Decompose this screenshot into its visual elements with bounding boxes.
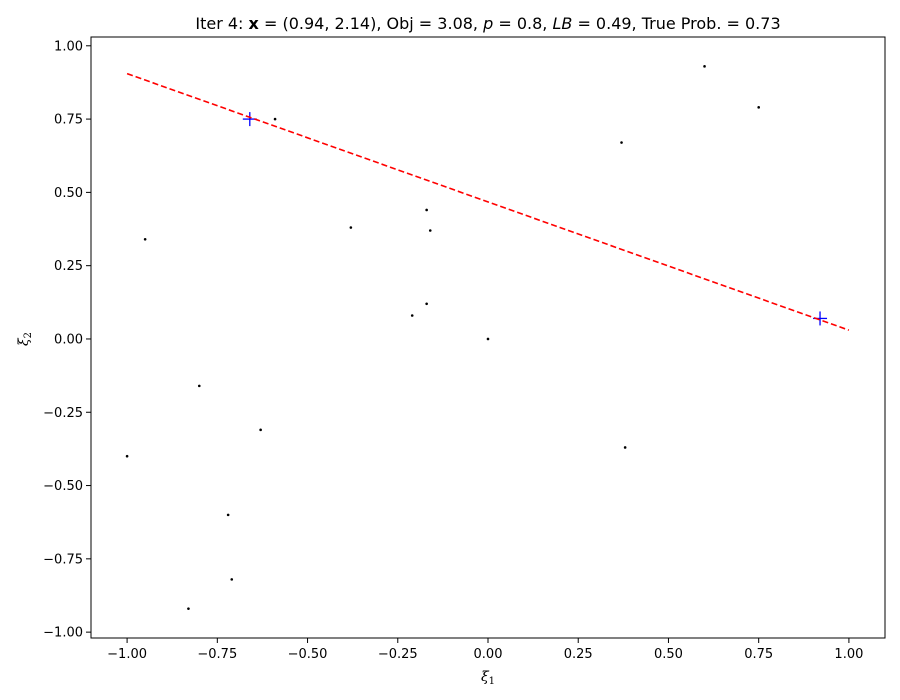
x-tick-label: −0.75 bbox=[197, 647, 237, 662]
y-tick-label: −0.50 bbox=[43, 479, 83, 494]
x-tick-label: −0.25 bbox=[378, 647, 418, 662]
x-tick-label: 0.75 bbox=[744, 647, 773, 662]
y-tick-label: 0.25 bbox=[54, 259, 83, 274]
scatter-point bbox=[230, 578, 234, 581]
scatter-point bbox=[125, 454, 129, 458]
x-tick-label: 0.25 bbox=[564, 647, 593, 662]
x-tick-label: 0.50 bbox=[654, 647, 683, 662]
scatter-point bbox=[349, 226, 353, 229]
scatter-point bbox=[425, 208, 428, 212]
scatter-point bbox=[757, 106, 760, 109]
title-lb-variable: LB bbox=[552, 14, 572, 33]
y-tick-label: 0.50 bbox=[54, 186, 83, 201]
scatter-point bbox=[425, 302, 428, 306]
title-x-variable: x bbox=[249, 14, 260, 33]
y-tick-label: −0.75 bbox=[43, 552, 83, 567]
y-axis-label: ξ2 bbox=[16, 332, 34, 346]
title-middle: = (0.94, 2.14), Obj = 3.08, bbox=[264, 14, 483, 33]
title-prefix: Iter 4: bbox=[195, 14, 248, 33]
x-axis-label: ξ1 bbox=[481, 669, 495, 687]
x-axis-label-symbol: ξ bbox=[481, 669, 490, 685]
scatter-point bbox=[187, 607, 190, 610]
boundary-dashed-line bbox=[126, 72, 850, 331]
plot-area: −1.00 −0.75 −0.50 −0.25 0.00 0.25 0.50 0.75 1.00… bbox=[43, 36, 886, 662]
y-tick-label: −0.25 bbox=[43, 406, 83, 421]
scatter-point bbox=[486, 337, 490, 341]
y-tick-label: 0.00 bbox=[54, 332, 83, 347]
title-p-variable: p bbox=[482, 14, 493, 33]
x-tick-label: −1.00 bbox=[107, 647, 147, 662]
x-tick-label: −0.50 bbox=[288, 647, 328, 662]
scatter-point bbox=[620, 141, 623, 144]
scatter-point bbox=[410, 314, 414, 317]
title-rest: = 0.49, True Prob. = 0.73 bbox=[577, 14, 780, 33]
scatter-point bbox=[259, 428, 262, 432]
x-axis-label-subscript: 1 bbox=[489, 676, 495, 687]
y-tick-label: −1.00 bbox=[43, 626, 83, 641]
scatter-point bbox=[197, 384, 201, 388]
title-p-value: = 0.8, bbox=[498, 14, 552, 33]
scatter-point bbox=[703, 65, 706, 68]
y-axis-label-subscript: 2 bbox=[23, 332, 34, 338]
y-tick-label: 0.75 bbox=[54, 113, 83, 128]
scatter-point bbox=[623, 446, 627, 449]
chart-title: Iter 4: x = (0.94, 2.14), Obj = 3.08, p … bbox=[195, 14, 780, 33]
x-tick-label: 0.00 bbox=[474, 647, 503, 662]
scatter-point bbox=[273, 117, 277, 121]
scatter-point bbox=[226, 513, 230, 517]
scatter-point bbox=[143, 237, 147, 241]
x-tick-label: 1.00 bbox=[834, 647, 863, 662]
scatter-point bbox=[428, 229, 432, 232]
y-tick-label: 1.00 bbox=[54, 39, 83, 54]
y-axis-label-symbol: ξ bbox=[16, 337, 32, 346]
